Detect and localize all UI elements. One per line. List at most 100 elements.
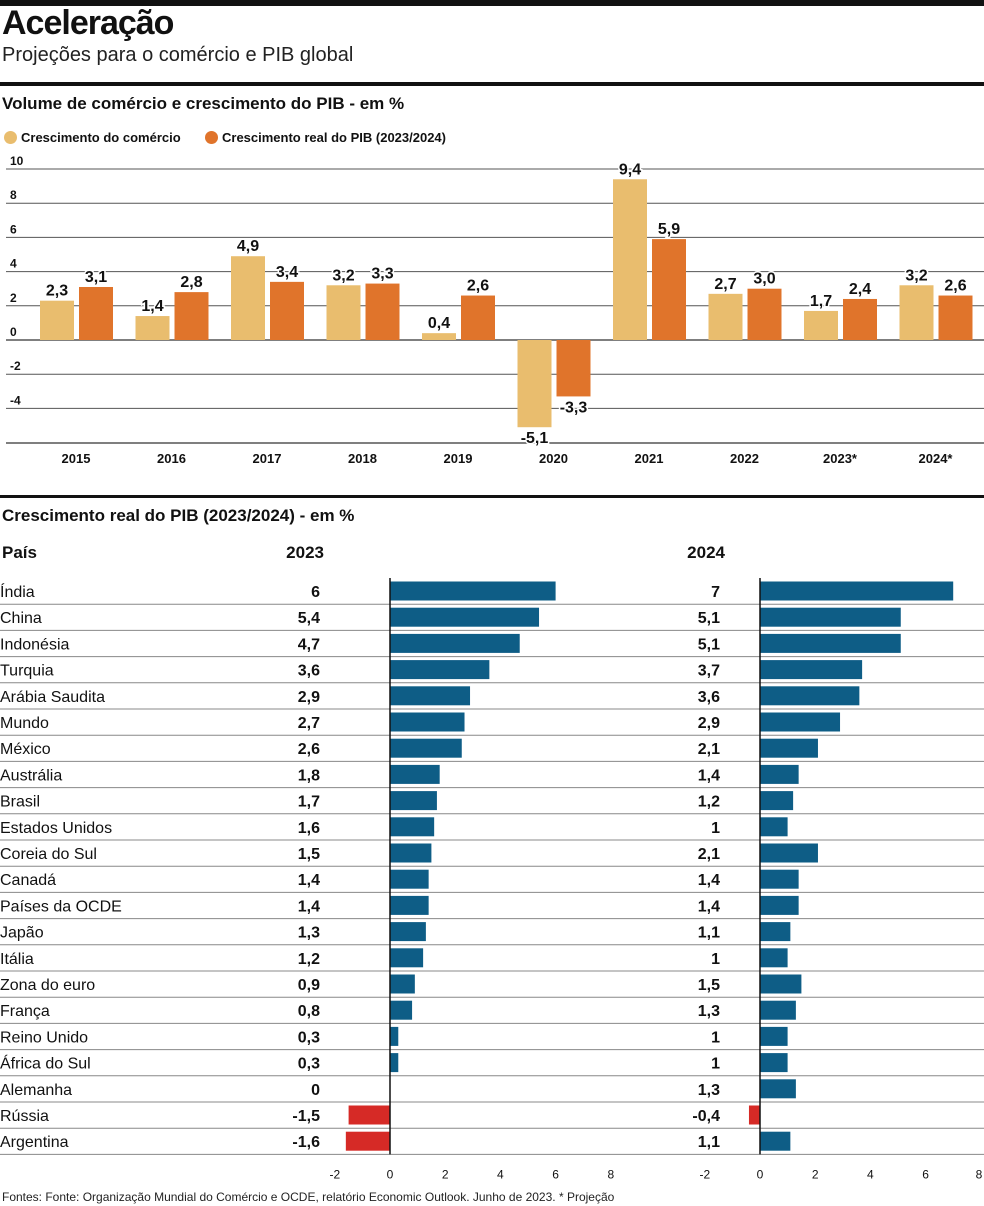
gdp-value-label: 2,4 xyxy=(849,281,871,298)
bar-2023 xyxy=(390,1053,399,1073)
bar-2023 xyxy=(390,974,415,994)
trade-value-label: 9,4 xyxy=(619,161,641,178)
trade-value-label: 0,4 xyxy=(428,315,450,332)
country-label: África do Sul xyxy=(0,1054,91,1073)
section-rule xyxy=(0,495,984,498)
value-2023-label: 1,4 xyxy=(298,898,320,915)
bar-2023 xyxy=(348,1105,390,1125)
top-rule xyxy=(0,0,984,6)
bar-2023 xyxy=(390,764,440,784)
x-tick-label-2023: -2 xyxy=(329,1167,340,1180)
gdp-bar xyxy=(79,286,113,340)
value-2024-label: 1,2 xyxy=(698,794,720,811)
trade-bar xyxy=(135,316,170,340)
bar-2024 xyxy=(760,817,788,837)
trade-bar xyxy=(40,300,74,340)
y-tick-label: 6 xyxy=(10,222,17,236)
trade-value-label: -5,1 xyxy=(521,430,549,447)
gdp-bar xyxy=(365,283,400,340)
trade-gdp-chart: 10 8 6 4 2 0 -2 -4 2,3 3,1 2015 1,4 2,8 2016 4,9 3,4 201… xyxy=(6,155,984,466)
bar-2023 xyxy=(390,607,540,627)
value-2023-label: 1,8 xyxy=(298,767,320,784)
value-2023-label: 0,3 xyxy=(298,1029,320,1046)
gdp-bar xyxy=(652,239,686,340)
value-2024-label: 1,5 xyxy=(698,977,720,994)
trade-bar xyxy=(231,256,265,340)
gdp-value-label: 3,4 xyxy=(276,264,298,281)
y-tick-label: 2 xyxy=(10,291,17,305)
trade-value-label: 1,7 xyxy=(810,293,832,310)
value-2024-label: 1,1 xyxy=(698,1134,720,1151)
y-tick-label: 10 xyxy=(10,155,24,168)
value-2024-label: 1,3 xyxy=(698,1003,720,1020)
x-tick-label-2024: 0 xyxy=(757,1167,764,1180)
x-tick-label: 2017 xyxy=(253,451,282,466)
gdp-value-label: 2,6 xyxy=(467,278,489,295)
country-label: Rússia xyxy=(0,1108,49,1125)
value-2024-label: 1 xyxy=(711,1056,720,1073)
gdp-value-label: 2,8 xyxy=(180,274,202,291)
gdp-bar xyxy=(938,295,973,340)
country-label: Coreia do Sul xyxy=(0,846,97,863)
x-tick-label-2023: 4 xyxy=(497,1167,504,1180)
bar-2023 xyxy=(390,791,437,811)
gdp-value-label: 3,3 xyxy=(371,266,393,283)
country-label: Índia xyxy=(0,582,35,601)
value-2024-label: 1 xyxy=(711,951,720,968)
country-label: Japão xyxy=(0,925,44,942)
bar-2023 xyxy=(390,581,556,601)
value-2024-label: -0,4 xyxy=(692,1108,720,1125)
value-2024-label: 2,9 xyxy=(698,715,720,732)
gdp-bar xyxy=(843,298,877,340)
y-tick-label: 4 xyxy=(10,257,17,271)
bar-2023 xyxy=(390,738,462,758)
country-label: Países da OCDE xyxy=(0,898,122,915)
country-label: Mundo xyxy=(0,715,49,732)
bar-2024 xyxy=(748,1105,760,1125)
country-label: Reino Unido xyxy=(0,1029,88,1046)
bar-2024 xyxy=(760,974,802,994)
bar-2024 xyxy=(760,738,818,758)
x-tick-label: 2020 xyxy=(539,451,568,466)
bar-2024 xyxy=(760,1053,788,1073)
gdp-value-label: 5,9 xyxy=(658,221,680,238)
value-2023-label: -1,6 xyxy=(292,1134,320,1151)
value-2023-label: 1,5 xyxy=(298,846,320,863)
trade-bar xyxy=(804,310,838,340)
value-2024-label: 1,4 xyxy=(698,898,720,915)
value-2023-label: 1,6 xyxy=(298,820,320,837)
bar-2023 xyxy=(345,1131,390,1151)
x-tick-label: 2016 xyxy=(157,451,186,466)
trade-chart-title: Volume de comércio e crescimento do PIB … xyxy=(2,94,405,113)
value-2024-label: 1 xyxy=(711,1029,720,1046)
country-label: Austrália xyxy=(0,767,62,784)
gdp-bar xyxy=(461,295,495,340)
gdp-value-label: 3,0 xyxy=(753,271,775,288)
y-tick-label: 0 xyxy=(10,325,17,339)
value-2023-label: 0,9 xyxy=(298,977,320,994)
country-label: Itália xyxy=(0,951,34,968)
bar-2024 xyxy=(760,843,818,863)
country-label: Estados Unidos xyxy=(0,820,112,837)
x-tick-label-2024: 6 xyxy=(922,1167,929,1180)
bar-2023 xyxy=(390,922,426,942)
country-label: Indonésia xyxy=(0,636,69,653)
value-2024-label: 5,1 xyxy=(698,610,720,627)
trade-value-label: 4,9 xyxy=(237,238,259,255)
country-label: Turquia xyxy=(0,663,54,680)
gdp-value-label: 2,6 xyxy=(944,278,966,295)
x-tick-label-2024: 4 xyxy=(867,1167,874,1180)
country-label: México xyxy=(0,741,51,758)
value-2024-label: 1,1 xyxy=(698,925,720,942)
page-subtitle: Projeções para o comércio e PIB global xyxy=(2,44,354,66)
bar-2024 xyxy=(760,869,799,889)
legend-gdp-label: Crescimento real do PIB (2023/2024) xyxy=(222,130,446,145)
trade-bar xyxy=(517,340,552,428)
bar-2024 xyxy=(760,686,860,706)
value-2024-label: 1,3 xyxy=(698,1082,720,1099)
value-2024-label: 5,1 xyxy=(698,636,720,653)
value-2023-label: 2,6 xyxy=(298,741,320,758)
trade-bar xyxy=(326,285,361,340)
trade-value-label: 1,4 xyxy=(141,298,163,315)
